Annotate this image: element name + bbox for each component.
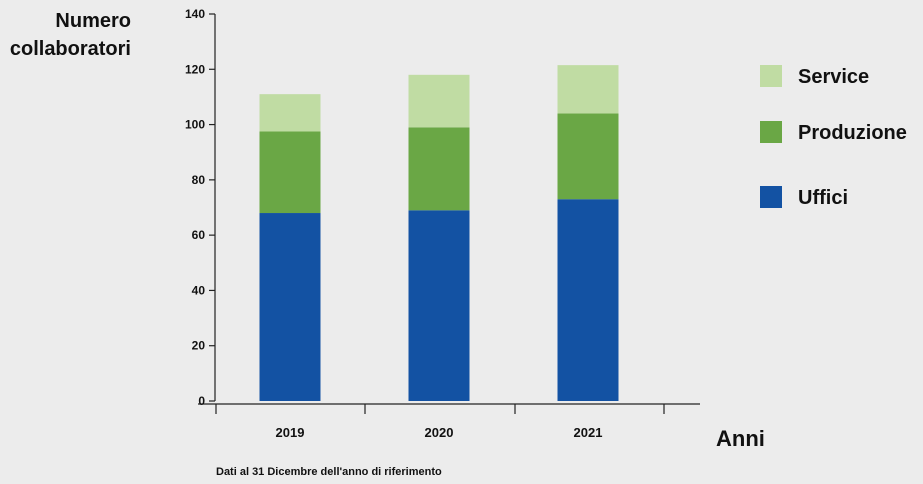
bar-uffici-2019 — [259, 213, 321, 401]
x-tick-label-2019: 2019 — [276, 425, 305, 440]
y-axis-title: Numero collaboratori — [10, 10, 131, 60]
y-tick-label-0: 0 — [198, 394, 205, 408]
footnote: Dati al 31 Dicembre dell'anno di riferim… — [216, 466, 442, 478]
y-tick-label-100: 100 — [185, 118, 205, 132]
x-tick-label-2020: 2020 — [425, 425, 454, 440]
y-tick-label-60: 60 — [192, 228, 206, 242]
bar-produzione-2021 — [557, 113, 619, 200]
y-tick-label-120: 120 — [185, 62, 205, 76]
x-axis-title: Anni — [716, 426, 765, 451]
bar-service-2019 — [259, 94, 321, 132]
legend-swatch-produzione — [760, 121, 782, 143]
bar-service-2020 — [408, 74, 470, 128]
bar-uffici-2020 — [408, 210, 470, 401]
bar-uffici-2021 — [557, 199, 619, 401]
legend-swatch-service — [760, 65, 782, 87]
legend-label-service: Service — [798, 66, 869, 88]
bar-produzione-2020 — [408, 127, 470, 211]
y-tick-label-140: 140 — [185, 7, 205, 21]
y-tick-label-80: 80 — [192, 173, 206, 187]
bar-produzione-2019 — [259, 131, 321, 214]
bar-service-2021 — [557, 65, 619, 114]
legend-label-uffici: Uffici — [798, 187, 848, 209]
x-tick-label-2021: 2021 — [574, 425, 603, 440]
y-tick-label-20: 20 — [192, 339, 206, 353]
y-tick-label-40: 40 — [192, 283, 206, 297]
legend-label-produzione: Produzione — [798, 122, 907, 144]
legend-swatch-uffici — [760, 186, 782, 208]
